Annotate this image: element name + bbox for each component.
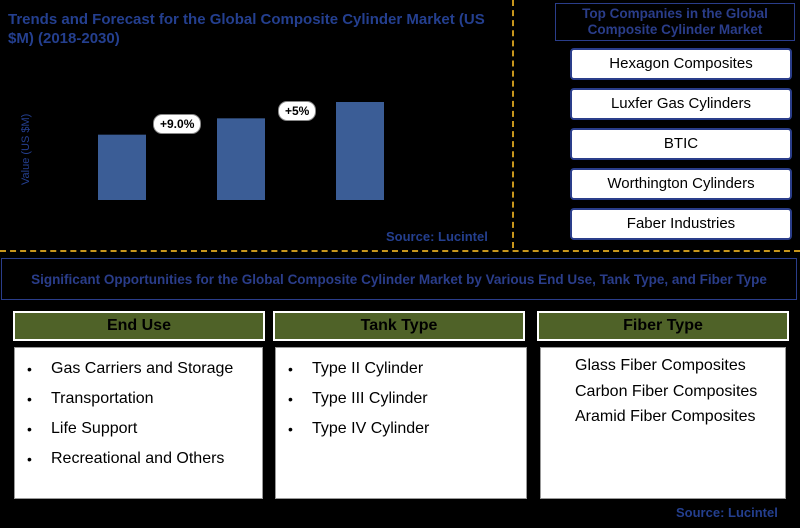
bar-1 bbox=[98, 134, 146, 200]
company-faber: Faber Industries bbox=[570, 208, 792, 240]
list-item: Recreational and Others bbox=[15, 444, 262, 474]
vertical-divider bbox=[512, 0, 514, 248]
tank-type-header: Tank Type bbox=[273, 311, 525, 341]
list-item: Glass Fiber Composites bbox=[575, 357, 746, 374]
list-item: Aramid Fiber Composites bbox=[575, 408, 756, 425]
bar-chart bbox=[98, 102, 384, 200]
growth-badge-1: +9.0% bbox=[153, 114, 202, 134]
list-item: Carbon Fiber Composites bbox=[575, 382, 758, 400]
company-worthington: Worthington Cylinders bbox=[570, 168, 792, 200]
companies-header: Top Companies in the Global Composite Cy… bbox=[555, 3, 795, 41]
footer-source: Source: Lucintel bbox=[676, 505, 778, 520]
fiber-type-list: Glass Fiber Composites Carbon Fiber Comp… bbox=[540, 347, 786, 499]
company-luxfer: Luxfer Gas Cylinders bbox=[570, 88, 792, 120]
company-hexagon: Hexagon Composites bbox=[570, 48, 792, 80]
list-item: Life Support bbox=[15, 414, 262, 444]
bar-2 bbox=[217, 118, 265, 200]
company-btic: BTIC bbox=[570, 128, 792, 160]
list-item: Type IV Cylinder bbox=[276, 414, 526, 444]
horizontal-divider bbox=[0, 250, 800, 252]
chart-title: Trends and Forecast for the Global Compo… bbox=[8, 11, 485, 47]
end-use-header: End Use bbox=[13, 311, 265, 341]
end-use-list: Gas Carriers and Storage Transportation … bbox=[14, 347, 263, 499]
growth-badge-2: +5% bbox=[278, 101, 317, 121]
chart-source: Source: Lucintel bbox=[386, 229, 488, 244]
list-item: Gas Carriers and Storage bbox=[15, 354, 262, 384]
tank-type-list: Type II Cylinder Type III Cylinder Type … bbox=[275, 347, 527, 499]
list-item: Transportation bbox=[15, 384, 262, 414]
opportunities-header: Significant Opportunities for the Global… bbox=[1, 258, 797, 300]
list-item: Type III Cylinder bbox=[276, 384, 526, 414]
bar-3 bbox=[336, 102, 384, 200]
fiber-type-header: Fiber Type bbox=[537, 311, 789, 341]
list-item: Type II Cylinder bbox=[276, 354, 526, 384]
